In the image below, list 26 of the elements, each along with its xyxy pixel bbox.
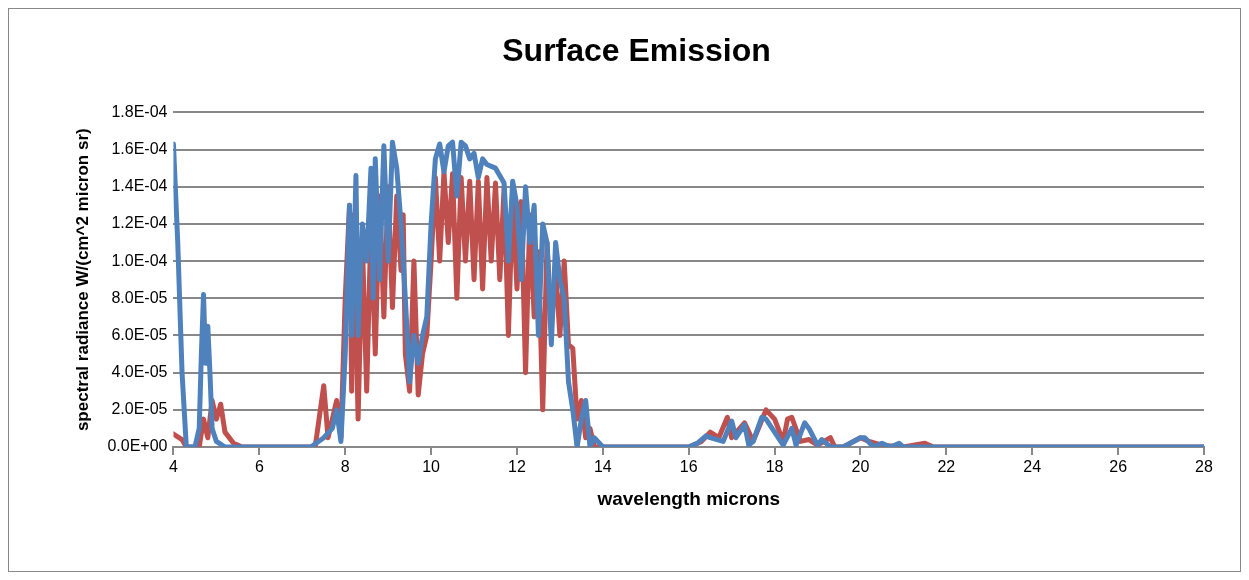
y-tick-label: 0.0E+00 — [107, 437, 168, 455]
y-tick-label: 1.8E-04 — [111, 102, 168, 120]
x-tick-label: 6 — [254, 458, 264, 476]
x-tick-label: 10 — [422, 458, 441, 476]
x-tick-label: 28 — [1195, 458, 1213, 476]
y-axis-title: spectral radiance W/(cm^2 micron sr) — [72, 128, 92, 432]
x-tick-label: 26 — [1109, 458, 1128, 476]
y-tick-label: 1.6E-04 — [111, 139, 168, 157]
chart-title: Surface Emission — [502, 32, 771, 69]
x-tick-label: 8 — [340, 458, 350, 476]
x-tick-label: 22 — [937, 458, 956, 476]
x-axis-title: wavelength microns — [596, 487, 781, 509]
x-tick-label: 16 — [679, 458, 698, 476]
y-tick-label: 4.0E-05 — [111, 363, 168, 381]
y-tick-label: 1.2E-04 — [111, 214, 168, 232]
y-tick-label: 6.0E-05 — [111, 325, 168, 343]
x-tick-label: 4 — [169, 458, 178, 476]
x-tick-label: 20 — [851, 458, 870, 476]
y-tick-label: 1.4E-04 — [111, 177, 168, 195]
y-tick-label: 1.0E-04 — [111, 251, 168, 269]
x-tick-label: 18 — [765, 458, 784, 476]
x-tick-label: 12 — [508, 458, 526, 476]
y-tick-label: 8.0E-05 — [111, 288, 168, 306]
x-tick-label: 14 — [593, 458, 612, 476]
y-tick-label: 2.0E-05 — [111, 400, 168, 418]
x-tick-label: 24 — [1023, 458, 1042, 476]
